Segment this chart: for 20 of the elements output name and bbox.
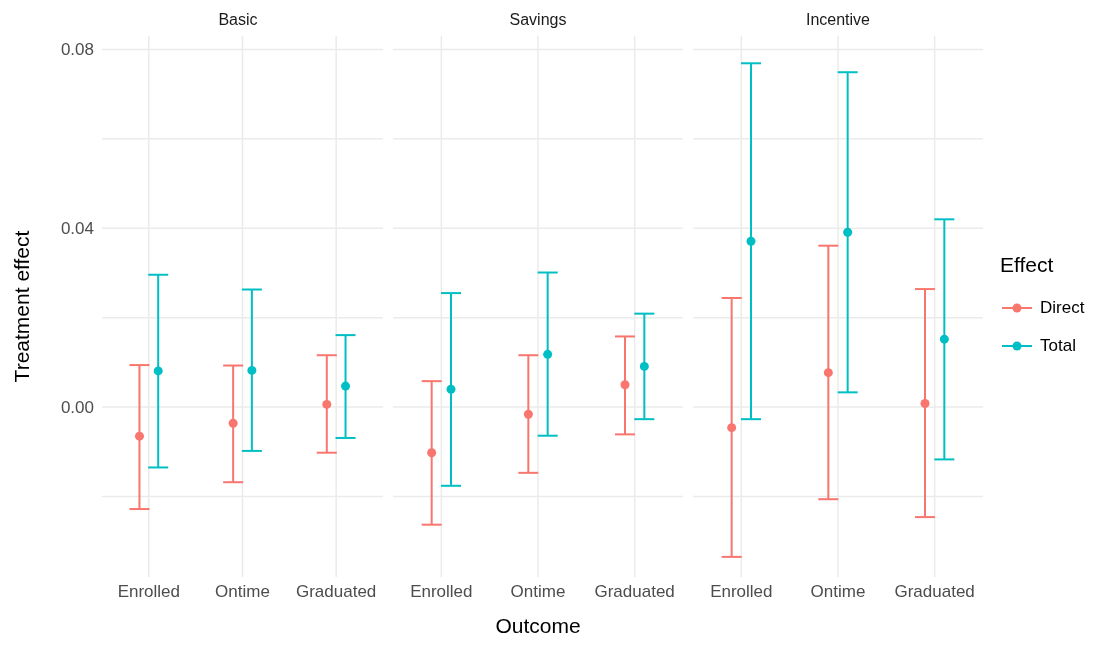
- x-axis-title: Outcome: [494, 614, 582, 638]
- x-tick-label: Enrolled: [710, 582, 773, 602]
- x-tick-label: Enrolled: [410, 582, 473, 602]
- x-tick-label: Ontime: [810, 582, 866, 602]
- chart-title: Incentive: [804, 10, 871, 30]
- y-tick-label: 0.00: [60, 398, 94, 418]
- y-tick-label: 0.08: [60, 40, 94, 60]
- y-tick-label: 0.04: [60, 219, 94, 239]
- y-axis-title: Treatment effect: [10, 230, 34, 383]
- legend-label: Direct: [1040, 298, 1085, 318]
- x-tick-label: Graduated: [295, 582, 377, 602]
- x-tick-label: Ontime: [510, 582, 566, 602]
- legend-label: Total: [1040, 336, 1076, 356]
- x-tick-label: Graduated: [594, 582, 675, 602]
- chart-title: Basic: [217, 10, 259, 30]
- legend-title: Effect: [1000, 253, 1055, 277]
- x-tick-label: Ontime: [215, 582, 270, 602]
- x-tick-label: Enrolled: [117, 582, 181, 602]
- chart-title: Savings: [508, 10, 568, 30]
- x-tick-label: Graduated: [894, 582, 975, 602]
